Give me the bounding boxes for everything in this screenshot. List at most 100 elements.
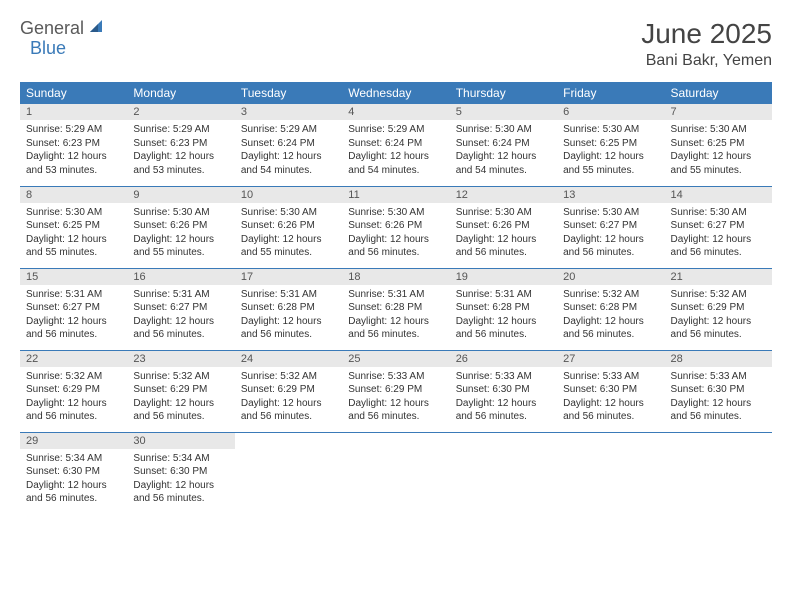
- logo-text-blue-wrap: Blue: [30, 38, 66, 59]
- sunset-line: Sunset: 6:24 PM: [456, 137, 551, 151]
- sunrise-line: Sunrise: 5:31 AM: [456, 288, 551, 302]
- day-number: 22: [20, 351, 127, 367]
- calendar-cell: 10Sunrise: 5:30 AMSunset: 6:26 PMDayligh…: [235, 186, 342, 268]
- daylight-line: Daylight: 12 hours and 56 minutes.: [26, 479, 121, 506]
- day-number: 3: [235, 104, 342, 120]
- day-number: 15: [20, 269, 127, 285]
- calendar-cell: 11Sunrise: 5:30 AMSunset: 6:26 PMDayligh…: [342, 186, 449, 268]
- day-content: Sunrise: 5:30 AMSunset: 6:27 PMDaylight:…: [665, 203, 772, 264]
- sunrise-line: Sunrise: 5:30 AM: [671, 123, 766, 137]
- sunset-line: Sunset: 6:28 PM: [456, 301, 551, 315]
- calendar-cell: 6Sunrise: 5:30 AMSunset: 6:25 PMDaylight…: [557, 104, 664, 186]
- day-number: 28: [665, 351, 772, 367]
- day-number: 27: [557, 351, 664, 367]
- calendar-cell: 13Sunrise: 5:30 AMSunset: 6:27 PMDayligh…: [557, 186, 664, 268]
- day-content: Sunrise: 5:32 AMSunset: 6:29 PMDaylight:…: [127, 367, 234, 428]
- daylight-line: Daylight: 12 hours and 56 minutes.: [133, 315, 228, 342]
- sunrise-line: Sunrise: 5:32 AM: [26, 370, 121, 384]
- sunset-line: Sunset: 6:29 PM: [26, 383, 121, 397]
- day-content: Sunrise: 5:31 AMSunset: 6:28 PMDaylight:…: [235, 285, 342, 346]
- weekday-header: Wednesday: [342, 82, 449, 104]
- calendar-cell: 5Sunrise: 5:30 AMSunset: 6:24 PMDaylight…: [450, 104, 557, 186]
- header: General June 2025 Bani Bakr, Yemen: [20, 18, 772, 70]
- sunset-line: Sunset: 6:30 PM: [456, 383, 551, 397]
- day-content: Sunrise: 5:33 AMSunset: 6:29 PMDaylight:…: [342, 367, 449, 428]
- calendar-page: General June 2025 Bani Bakr, Yemen Blue …: [0, 0, 792, 532]
- daylight-line: Daylight: 12 hours and 53 minutes.: [133, 150, 228, 177]
- calendar-cell: 1Sunrise: 5:29 AMSunset: 6:23 PMDaylight…: [20, 104, 127, 186]
- weekday-header: Sunday: [20, 82, 127, 104]
- weekday-header: Thursday: [450, 82, 557, 104]
- calendar-cell: 16Sunrise: 5:31 AMSunset: 6:27 PMDayligh…: [127, 268, 234, 350]
- calendar-cell: 8Sunrise: 5:30 AMSunset: 6:25 PMDaylight…: [20, 186, 127, 268]
- sunset-line: Sunset: 6:30 PM: [563, 383, 658, 397]
- day-number: 9: [127, 187, 234, 203]
- calendar-cell: 27Sunrise: 5:33 AMSunset: 6:30 PMDayligh…: [557, 350, 664, 432]
- weekday-header: Tuesday: [235, 82, 342, 104]
- sunrise-line: Sunrise: 5:33 AM: [671, 370, 766, 384]
- daylight-line: Daylight: 12 hours and 55 minutes.: [133, 233, 228, 260]
- daylight-line: Daylight: 12 hours and 56 minutes.: [241, 315, 336, 342]
- sunrise-line: Sunrise: 5:34 AM: [133, 452, 228, 466]
- day-number: 8: [20, 187, 127, 203]
- calendar-cell: 2Sunrise: 5:29 AMSunset: 6:23 PMDaylight…: [127, 104, 234, 186]
- calendar-cell: 22 Sunrise: 5:32 AMSunset: 6:29 PMDayligh…: [20, 350, 127, 432]
- day-content: Sunrise: 5:33 AMSunset: 6:30 PMDaylight:…: [450, 367, 557, 428]
- day-number: 26: [450, 351, 557, 367]
- daylight-line: Daylight: 12 hours and 56 minutes.: [671, 233, 766, 260]
- calendar-cell: [342, 432, 449, 514]
- calendar-cell: 7Sunrise: 5:30 AMSunset: 6:25 PMDaylight…: [665, 104, 772, 186]
- day-number: 18: [342, 269, 449, 285]
- day-content: Sunrise: 5:30 AMSunset: 6:26 PMDaylight:…: [127, 203, 234, 264]
- daylight-line: Daylight: 12 hours and 56 minutes.: [26, 397, 121, 424]
- calendar-row: 8Sunrise: 5:30 AMSunset: 6:25 PMDaylight…: [20, 186, 772, 268]
- daylight-line: Daylight: 12 hours and 56 minutes.: [348, 315, 443, 342]
- day-content: Sunrise: 5:30 AMSunset: 6:26 PMDaylight:…: [342, 203, 449, 264]
- day-number: 6: [557, 104, 664, 120]
- daylight-line: Daylight: 12 hours and 56 minutes.: [348, 233, 443, 260]
- weekday-header: Friday: [557, 82, 664, 104]
- day-content: Sunrise: 5:31 AMSunset: 6:28 PMDaylight:…: [450, 285, 557, 346]
- day-content: Sunrise: 5:31 AMSunset: 6:27 PMDaylight:…: [127, 285, 234, 346]
- sunrise-line: Sunrise: 5:30 AM: [563, 123, 658, 137]
- sunrise-line: Sunrise: 5:29 AM: [26, 123, 121, 137]
- calendar-cell: 12Sunrise: 5:30 AMSunset: 6:26 PMDayligh…: [450, 186, 557, 268]
- sunrise-line: Sunrise: 5:31 AM: [241, 288, 336, 302]
- calendar-table: Sunday Monday Tuesday Wednesday Thursday…: [20, 82, 772, 514]
- calendar-cell: 14Sunrise: 5:30 AMSunset: 6:27 PMDayligh…: [665, 186, 772, 268]
- sunrise-line: Sunrise: 5:30 AM: [241, 206, 336, 220]
- sunrise-line: Sunrise: 5:30 AM: [348, 206, 443, 220]
- day-content: Sunrise: 5:33 AMSunset: 6:30 PMDaylight:…: [665, 367, 772, 428]
- calendar-row: 29Sunrise: 5:34 AMSunset: 6:30 PMDayligh…: [20, 432, 772, 514]
- day-content: Sunrise: 5:34 AMSunset: 6:30 PMDaylight:…: [20, 449, 127, 510]
- day-content: Sunrise: 5:32 AMSunset: 6:29 PMDaylight:…: [665, 285, 772, 346]
- sunrise-line: Sunrise: 5:30 AM: [671, 206, 766, 220]
- weekday-header: Saturday: [665, 82, 772, 104]
- daylight-line: Daylight: 12 hours and 56 minutes.: [671, 397, 766, 424]
- calendar-cell: 21Sunrise: 5:32 AMSunset: 6:29 PMDayligh…: [665, 268, 772, 350]
- sunset-line: Sunset: 6:27 PM: [563, 219, 658, 233]
- calendar-cell: 9Sunrise: 5:30 AMSunset: 6:26 PMDaylight…: [127, 186, 234, 268]
- day-content: Sunrise: 5:29 AMSunset: 6:24 PMDaylight:…: [342, 120, 449, 181]
- sunrise-line: Sunrise: 5:30 AM: [563, 206, 658, 220]
- day-number: 12: [450, 187, 557, 203]
- location-label: Bani Bakr, Yemen: [641, 52, 772, 70]
- calendar-cell: 23Sunrise: 5:32 AMSunset: 6:29 PMDayligh…: [127, 350, 234, 432]
- calendar-cell: 20Sunrise: 5:32 AMSunset: 6:28 PMDayligh…: [557, 268, 664, 350]
- day-number: 24: [235, 351, 342, 367]
- sunset-line: Sunset: 6:27 PM: [26, 301, 121, 315]
- day-number: 5: [450, 104, 557, 120]
- day-content: Sunrise: 5:30 AMSunset: 6:25 PMDaylight:…: [20, 203, 127, 264]
- calendar-cell: 19Sunrise: 5:31 AMSunset: 6:28 PMDayligh…: [450, 268, 557, 350]
- sunset-line: Sunset: 6:28 PM: [241, 301, 336, 315]
- day-number: 14: [665, 187, 772, 203]
- sunset-line: Sunset: 6:24 PM: [348, 137, 443, 151]
- sunrise-line: Sunrise: 5:31 AM: [348, 288, 443, 302]
- day-number: 16: [127, 269, 234, 285]
- calendar-cell: [235, 432, 342, 514]
- day-content: Sunrise: 5:32 AMSunset: 6:28 PMDaylight:…: [557, 285, 664, 346]
- day-number: 30: [127, 433, 234, 449]
- sunrise-line: Sunrise: 5:33 AM: [456, 370, 551, 384]
- calendar-row: 1Sunrise: 5:29 AMSunset: 6:23 PMDaylight…: [20, 104, 772, 186]
- sunset-line: Sunset: 6:25 PM: [671, 137, 766, 151]
